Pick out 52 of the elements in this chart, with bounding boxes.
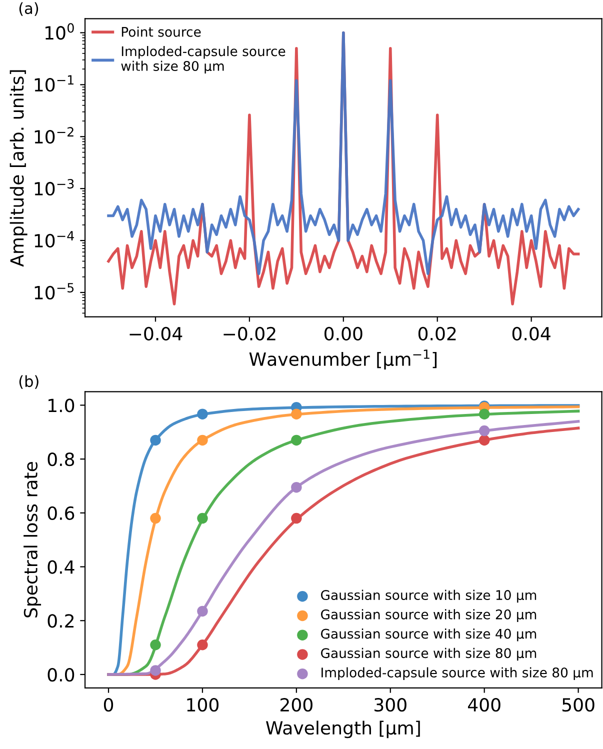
x-tick-label: 100 — [187, 698, 219, 712]
point — [150, 665, 161, 676]
y-tick-label: 0.4 — [48, 560, 74, 574]
x-tick-label: 0.00 — [324, 326, 362, 341]
text: (a) — [19, 2, 38, 16]
point — [291, 434, 302, 446]
point — [197, 512, 208, 524]
point — [197, 434, 208, 446]
point — [478, 408, 490, 420]
point — [291, 482, 302, 493]
y-tick-label: 1.0 — [48, 398, 74, 412]
y-tick-label: 10$^{−2}$ — [34, 127, 74, 144]
y-tick-label: 0.8 — [48, 452, 74, 466]
legend-label: Gaussian source with size 10 μm — [321, 590, 536, 603]
y-tick-label: 0.2 — [48, 614, 74, 628]
point — [197, 606, 208, 617]
y-tick-label: 0.6 — [48, 506, 74, 520]
legend-label: Gaussian source with size 20 μm — [321, 609, 536, 622]
point — [197, 408, 208, 420]
point — [291, 512, 302, 524]
point — [150, 434, 161, 446]
x-tick-label: −0.04 — [130, 326, 182, 341]
y-axis-title: Amplitude [arb. units] — [10, 70, 28, 267]
x-axis-title: Wavenumber [μm$^{−1}$] — [249, 350, 437, 370]
x-tick-label: 200 — [280, 698, 312, 712]
point — [150, 512, 161, 524]
point — [478, 425, 490, 436]
y-tick-label: 0.0 — [48, 668, 74, 682]
x-tick-label: 0.02 — [418, 326, 456, 341]
x-tick-label: 0 — [104, 698, 114, 712]
text: (b) — [19, 375, 38, 389]
y-tick-label: 10$^{−1}$ — [34, 75, 74, 92]
point — [150, 639, 161, 650]
legend-label: Point source — [122, 26, 201, 37]
legend-label: Gaussian source with size 80 μm — [321, 648, 536, 661]
y-tick-label: 10$^{−4}$ — [34, 231, 74, 248]
point — [197, 639, 208, 650]
point — [478, 434, 490, 446]
legend-label: Imploded-capsule source with size 80 μm — [121, 46, 286, 74]
x-tick-label: 400 — [468, 698, 500, 712]
y-tick-label: 10$^{−3}$ — [34, 179, 74, 196]
x-tick-label: 0.04 — [512, 326, 550, 341]
x-tick-label: −0.02 — [224, 326, 276, 341]
point — [291, 408, 302, 420]
legend-label: Gaussian source with size 40 μm — [321, 628, 536, 642]
y-axis-title: Spectral loss rate — [24, 462, 42, 618]
x-tick-label: 300 — [374, 698, 406, 712]
legend-label: Imploded-capsule source with size 80 μm — [322, 667, 593, 680]
y-tick-label: 10$^{0}$ — [46, 23, 74, 40]
y-tick-label: 10$^{−5}$ — [34, 283, 74, 300]
x-tick-label: 500 — [562, 698, 594, 712]
x-axis-title: Wavelength [μm] — [266, 720, 420, 738]
